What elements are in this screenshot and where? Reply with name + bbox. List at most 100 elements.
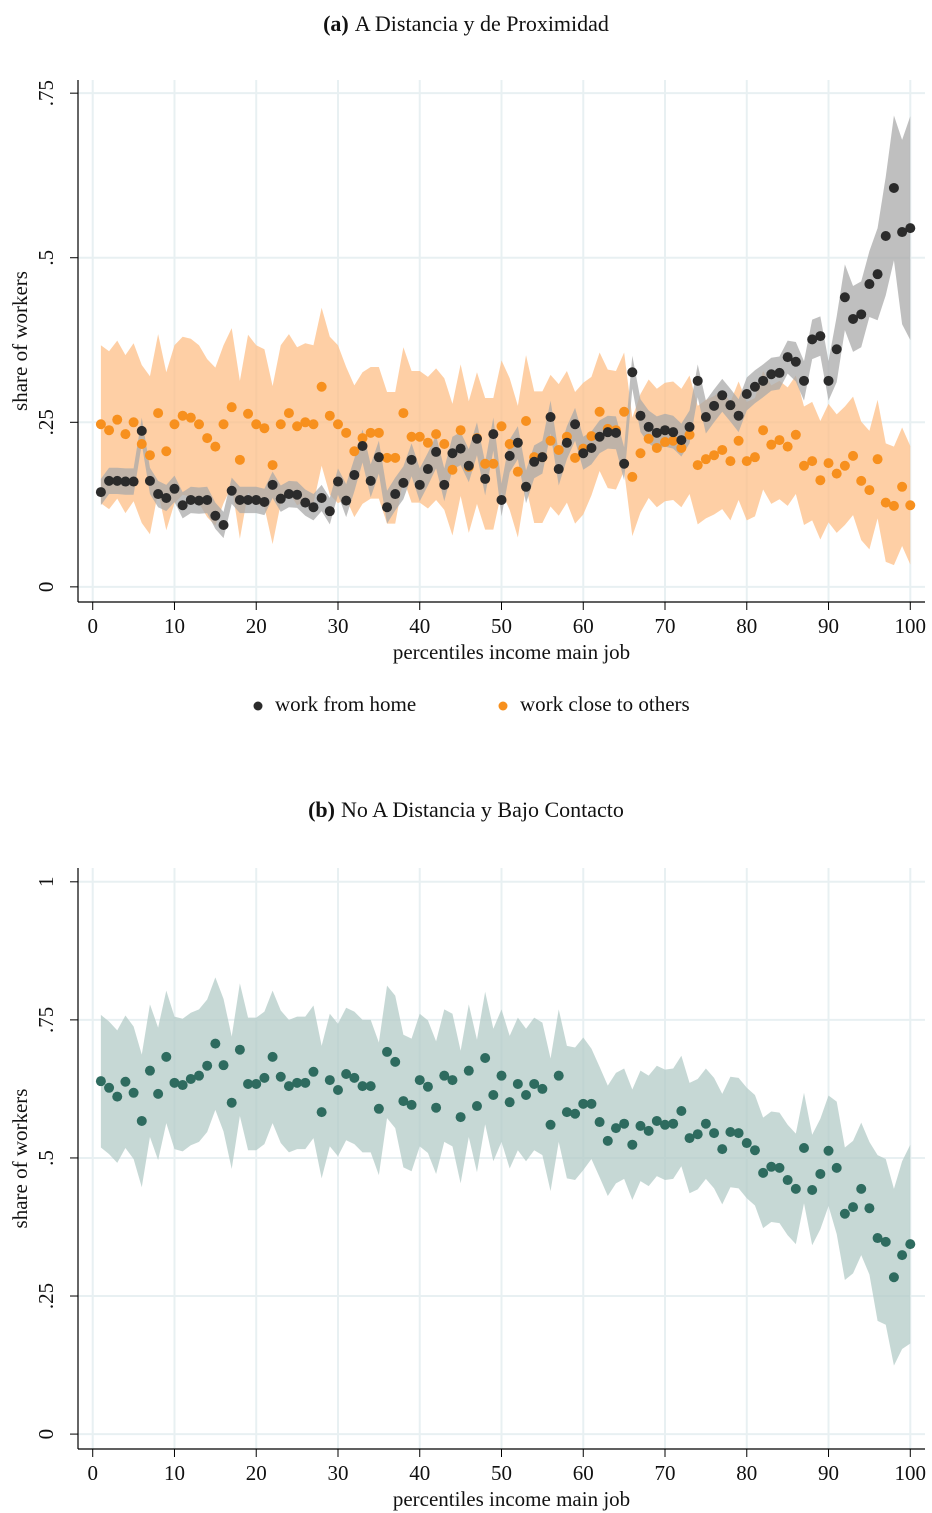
data-point (300, 497, 311, 508)
x-tick-label: 0 (87, 1461, 98, 1485)
data-point (610, 427, 621, 438)
x-tick-label: 50 (491, 614, 512, 638)
data-point (455, 1112, 466, 1123)
data-point (856, 309, 867, 320)
data-point (651, 427, 662, 438)
data-point (243, 494, 254, 505)
data-point (104, 1082, 115, 1093)
data-point (226, 402, 237, 413)
x-tick-label: 10 (164, 1461, 185, 1485)
data-point (594, 431, 605, 442)
data-point (521, 415, 532, 426)
x-axis-title: percentiles income main job (393, 1487, 630, 1511)
data-point (766, 369, 777, 380)
y-tick-label: .25 (34, 409, 58, 435)
data-point (643, 433, 654, 444)
data-point (717, 1144, 728, 1155)
data-point (668, 1118, 679, 1129)
chart-title: (a) A Distancia y de Proximidad (323, 11, 609, 36)
data-point (308, 502, 319, 513)
data-point (431, 446, 442, 457)
data-point (692, 375, 703, 386)
data-point (741, 388, 752, 399)
data-point (292, 489, 303, 500)
data-point (283, 408, 294, 419)
data-point (251, 494, 262, 505)
data-point (177, 500, 188, 511)
data-point (357, 440, 368, 451)
data-point (839, 460, 850, 471)
data-point (627, 367, 638, 378)
data-point (692, 1129, 703, 1140)
data-point (864, 1203, 875, 1214)
data-point (488, 458, 499, 469)
data-point (120, 1076, 131, 1087)
data-point (234, 494, 245, 505)
data-point (700, 1118, 711, 1129)
x-tick-label: 80 (736, 614, 757, 638)
data-point (324, 410, 335, 421)
data-point (341, 495, 352, 506)
chart: (a) A Distancia y de Proximidad 0 10 20 30 40 5… (8, 11, 926, 716)
data-point (218, 1060, 229, 1071)
data-point (692, 460, 703, 471)
data-point (463, 460, 474, 471)
x-tick-label: 40 (409, 614, 430, 638)
data-point (709, 450, 720, 461)
data-point (897, 1250, 908, 1261)
data-point (382, 502, 393, 513)
data-point (537, 452, 548, 463)
data-point (455, 443, 466, 454)
data-point (774, 367, 785, 378)
data-point (553, 464, 564, 475)
data-point (316, 381, 327, 392)
data-point (774, 1162, 785, 1173)
x-tick-label: 50 (491, 1461, 512, 1485)
data-point (112, 414, 123, 425)
data-point (504, 439, 515, 450)
data-point (406, 1099, 417, 1110)
data-point (480, 458, 491, 469)
data-point (700, 454, 711, 465)
data-point (545, 1119, 556, 1130)
data-point (210, 510, 221, 521)
data-point (815, 475, 826, 486)
legend-marker (498, 701, 508, 711)
data-point (512, 1078, 523, 1089)
y-tick-label: 0 (34, 1429, 58, 1440)
data-point (643, 421, 654, 432)
data-point (823, 1145, 834, 1156)
data-point (856, 475, 867, 486)
x-tick-label: 70 (655, 1461, 676, 1485)
data-point (251, 419, 262, 430)
data-point (578, 1098, 589, 1109)
data-point (570, 1108, 581, 1119)
data-point (660, 437, 671, 448)
data-point (521, 481, 532, 492)
data-point (202, 433, 213, 444)
data-point (447, 464, 458, 475)
data-point (610, 1123, 621, 1134)
data-point (177, 1080, 188, 1091)
data-point (128, 1087, 139, 1098)
data-point (234, 454, 245, 465)
data-point (275, 493, 286, 504)
data-point (161, 1051, 172, 1062)
data-point (259, 496, 270, 507)
confidence-band (100, 115, 911, 539)
data-point (561, 437, 572, 448)
data-point (169, 483, 180, 494)
x-tick-label: 20 (246, 1461, 267, 1485)
data-point (504, 1097, 515, 1108)
y-tick-label: .75 (34, 1007, 58, 1033)
x-tick-label: 100 (895, 1461, 927, 1485)
data-point (300, 417, 311, 428)
data-point (292, 421, 303, 432)
x-tick-label: 20 (246, 614, 267, 638)
data-point (684, 421, 695, 432)
data-point (161, 492, 172, 503)
data-point (194, 1070, 204, 1081)
x-tick-label: 30 (327, 1461, 348, 1485)
data-point (872, 1233, 883, 1244)
